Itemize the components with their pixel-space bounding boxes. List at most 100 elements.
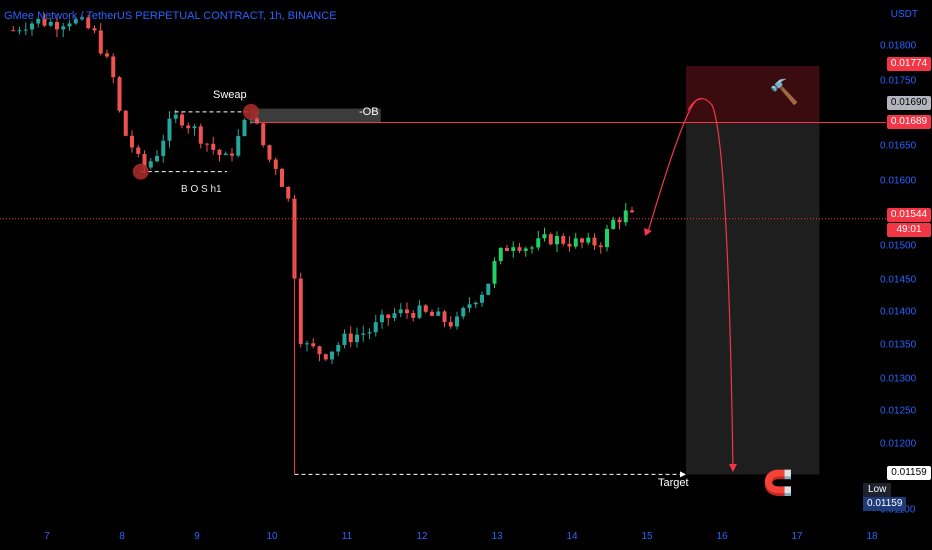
time-tick: 11 [341,531,353,542]
candle-body [486,283,491,295]
candle-body [105,53,109,57]
candle-body [267,145,272,160]
target-arrowhead [680,471,686,478]
candle-body [442,311,447,322]
sweep-marker [243,103,259,120]
low-price-badge: Low0.01159 [863,483,932,511]
time-tick: 15 [641,531,653,542]
price-tick: 0.01300 [880,373,917,385]
candle-body [542,234,547,239]
price-tick: 0.01350 [880,339,917,351]
candle-body [217,149,222,156]
price-tick: 0.01650 [880,140,917,152]
candle-body [236,136,241,156]
candle-body [155,155,159,162]
candle-body [380,314,384,323]
price-tick: 0.01800 [880,40,917,52]
candle-body [480,294,484,303]
candle-body [286,186,291,199]
candle-body [473,302,478,305]
candle-body [323,354,328,360]
candle-body [517,247,522,251]
candle-body [192,126,197,129]
bos-label: B O S h1 [181,184,222,195]
candle-body [61,26,66,30]
price-tick: 0.01400 [880,306,917,318]
candle-body [492,261,497,284]
candle-body [186,125,191,129]
candle-body [298,278,303,344]
projection-zone [686,66,820,475]
candle-body [530,247,534,249]
candle-body [198,126,203,144]
candle-body [536,238,541,248]
candle-body [255,118,259,124]
candle-body [430,311,434,316]
candle-body [505,247,509,251]
candle-body [411,313,416,318]
ob-low-price-tag: 0.01689 [887,115,931,129]
candle-body [423,305,428,312]
hammer-icon: 🔨 [769,78,799,106]
candle-body [123,110,128,136]
candle-body [36,18,41,24]
candle-body [86,17,91,29]
candle-body [555,236,559,245]
candle-body [161,140,166,156]
candle-body [167,118,172,141]
magnet-icon: 🧲 [763,469,793,497]
candle-body [80,17,84,20]
candle-body [230,153,234,156]
candle-body [205,143,209,145]
candle-body [11,30,16,32]
candle-body [211,143,216,150]
candle-body [417,305,422,318]
candle-body [348,333,353,343]
candle-body [223,153,228,156]
candle-body [280,168,284,187]
ob-high-price-tag: 0.01690 [887,96,931,110]
price-tick: 0.01450 [880,274,917,286]
candle-body [261,123,266,146]
candle-body [142,153,147,168]
target-label: Target [658,477,689,489]
candle-body [392,313,397,319]
order-block-label: -OB [359,106,379,118]
time-tick: 9 [194,531,200,542]
candle-body [598,245,603,248]
candle-body [373,322,378,333]
candle-body [567,243,572,247]
candle-body [148,161,153,168]
bos-marker [132,163,149,180]
candle-body [311,343,316,347]
time-tick: 8 [119,531,125,542]
candle-body [317,346,322,355]
candle-body [436,311,441,316]
candle-body [242,119,247,137]
resistance-zone [686,66,820,123]
candle-body [448,321,453,327]
price-tick: 0.01250 [880,405,917,417]
candle-body [355,334,359,343]
candle-body [511,247,516,251]
candle-body [523,248,528,251]
time-tick: 17 [791,531,803,542]
symbol-title[interactable]: GMee Network / TetherUS PERPETUAL CONTRA… [4,10,337,22]
sweep-label: Sweap [213,89,247,101]
price-tick: 0.01600 [880,175,917,187]
candle-body [573,238,578,247]
candle-body [73,19,78,24]
price-unit-label: USDT [890,9,918,20]
candle-body [605,228,609,248]
candle-body [17,30,22,32]
time-tick: 13 [491,531,503,542]
candle-body [467,304,472,308]
candle-body [136,147,141,154]
candle-body [42,18,47,26]
candle-body [548,234,553,245]
candle-body [592,237,597,246]
candle-body [386,314,391,319]
candle-body [180,114,184,126]
